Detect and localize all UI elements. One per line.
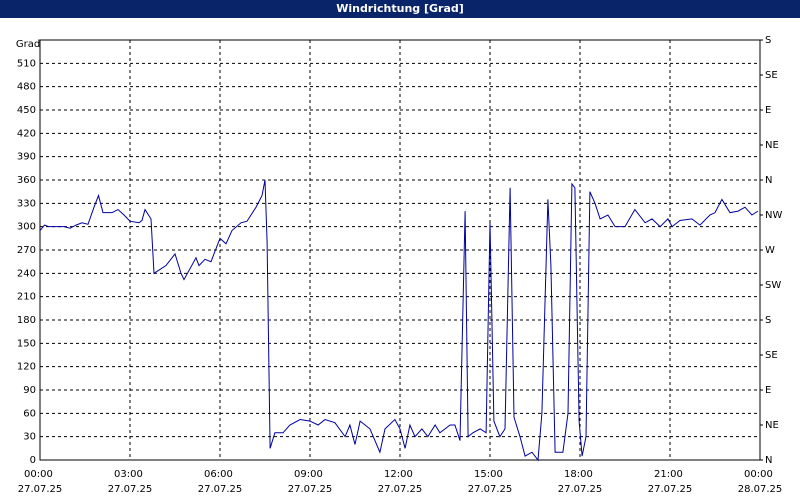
y-tick-label: 480 bbox=[17, 82, 36, 93]
y-tick-label: 300 bbox=[17, 222, 36, 233]
y-tick-label: 210 bbox=[17, 292, 36, 303]
data-line bbox=[39, 179, 759, 462]
x-tick-label: 00:00 27.07.25 bbox=[18, 469, 63, 495]
x-tick-label: 09:00 27.07.25 bbox=[288, 469, 333, 495]
y-tick-label: 330 bbox=[17, 198, 36, 209]
y2-tick-label: SE bbox=[765, 350, 778, 361]
y-tick-label: 90 bbox=[23, 385, 36, 396]
y-tick-label: 270 bbox=[17, 245, 36, 256]
x-tick-label: 18:00 27.07.25 bbox=[558, 469, 603, 495]
x-tick-label: 03:00 27.07.25 bbox=[108, 469, 153, 495]
y-tick-label: 0 bbox=[30, 455, 36, 466]
y2-tick-label: N bbox=[765, 175, 772, 186]
y-axis-label: Grad bbox=[16, 39, 40, 50]
y2-tick-label: NE bbox=[765, 140, 779, 151]
title-bar bbox=[0, 0, 800, 18]
x-tick-label: 15:00 27.07.25 bbox=[468, 469, 513, 495]
y-tick-label: 360 bbox=[17, 175, 36, 186]
x-tick-label: 00:00 28.07.25 bbox=[738, 469, 783, 495]
y2-tick-label: N bbox=[765, 455, 772, 466]
y-tick-label: 60 bbox=[23, 408, 36, 419]
y-tick-label: 390 bbox=[17, 152, 36, 163]
x-tick-label: 21:00 27.07.25 bbox=[648, 469, 693, 495]
chart-title: Windrichtung [Grad] bbox=[336, 2, 464, 15]
x-tick-label: 12:00 27.07.25 bbox=[378, 469, 423, 495]
y2-tick-label: NW bbox=[765, 210, 782, 221]
y-tick-label: 150 bbox=[17, 338, 36, 349]
y-tick-label: 420 bbox=[17, 128, 36, 139]
y2-tick-label: S bbox=[765, 315, 771, 326]
x-tick-label: 06:00 27.07.25 bbox=[198, 469, 243, 495]
y2-tick-label: S bbox=[765, 35, 771, 46]
y-tick-label: 30 bbox=[23, 432, 36, 443]
y-tick-label: 120 bbox=[17, 362, 36, 373]
y-tick-label: 450 bbox=[17, 105, 36, 116]
y2-tick-label: SE bbox=[765, 70, 778, 81]
y-tick-label: 240 bbox=[17, 268, 36, 279]
y2-tick-label: W bbox=[765, 245, 775, 256]
y2-tick-label: E bbox=[765, 385, 771, 396]
y2-tick-label: NE bbox=[765, 420, 779, 431]
y-tick-label: 180 bbox=[17, 315, 36, 326]
y-tick-label: 510 bbox=[17, 58, 36, 69]
y2-tick-label: E bbox=[765, 105, 771, 116]
y2-tick-label: SW bbox=[765, 280, 781, 291]
